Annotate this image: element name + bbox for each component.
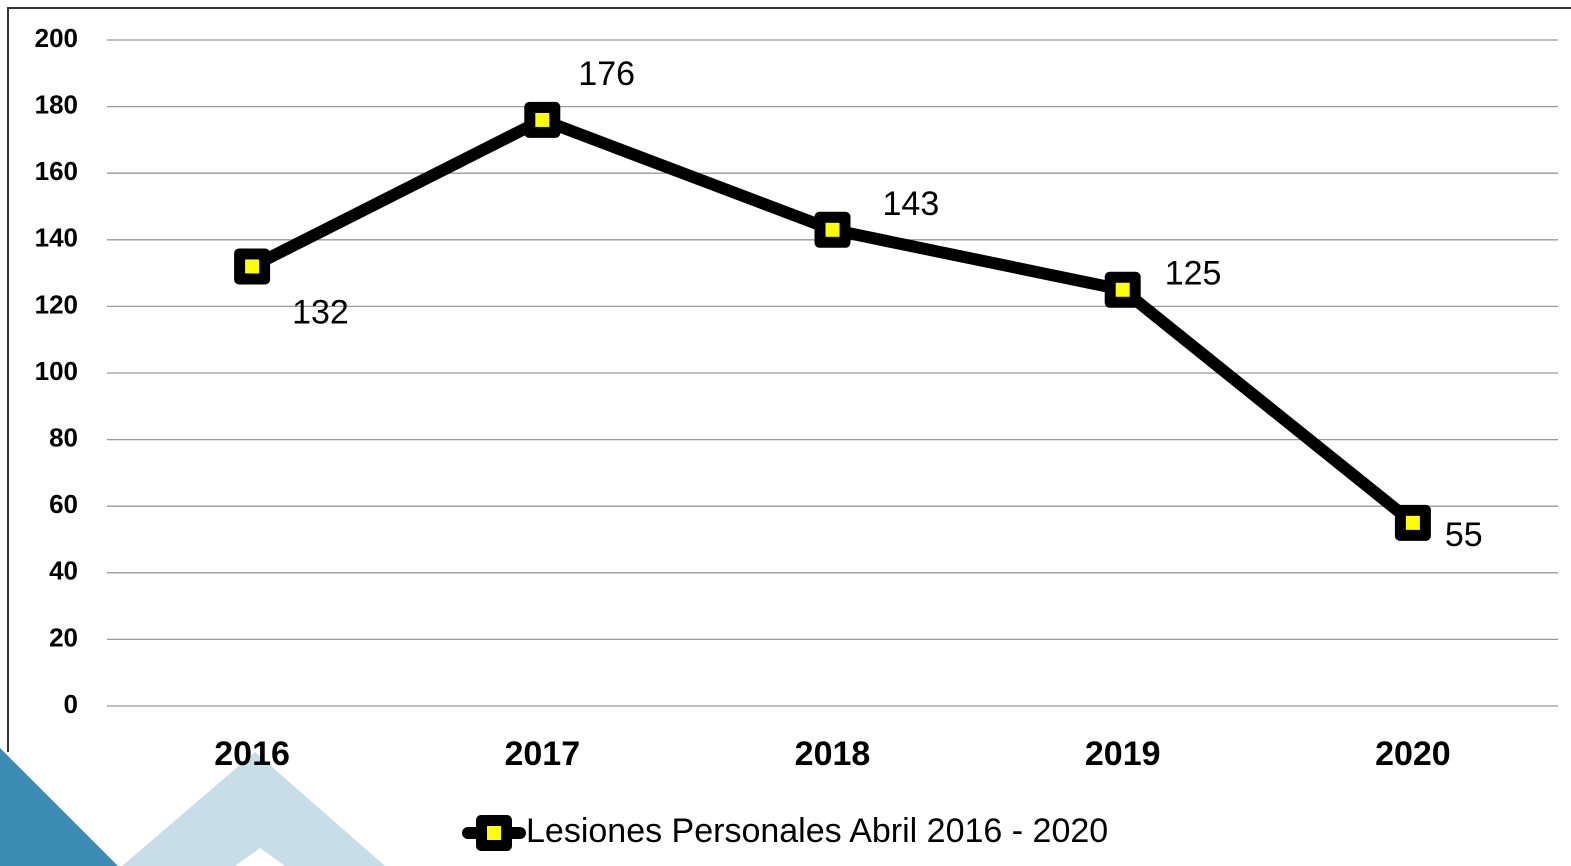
marker — [1394, 504, 1431, 541]
x-tick-label: 2016 — [214, 735, 290, 773]
y-tick-label: 60 — [49, 489, 78, 519]
marker-inner — [1405, 515, 1420, 530]
y-tick-label: 120 — [35, 289, 78, 319]
decoration — [235, 848, 285, 866]
legend-label: Lesiones Personales Abril 2016 - 2020 — [526, 812, 1108, 850]
legend-marker — [476, 815, 512, 851]
marker-inner — [535, 112, 550, 127]
marker-inner — [487, 826, 501, 840]
y-tick-label: 100 — [35, 356, 78, 386]
x-tick-label: 2020 — [1375, 735, 1451, 773]
x-tick-label: 2018 — [795, 735, 871, 773]
y-tick-label: 180 — [35, 89, 78, 119]
x-tick-label: 2019 — [1085, 735, 1161, 773]
chart-border — [7, 7, 1571, 752]
marker — [524, 101, 561, 138]
y-tick-label: 140 — [35, 223, 78, 253]
y-tick-label: 200 — [35, 23, 78, 53]
decoration — [0, 748, 118, 866]
y-tick-label: 0 — [64, 689, 78, 719]
value-label: 132 — [292, 293, 349, 331]
plot-area: 0 20 40 60 80 100 120 140 160 180 200 2016 2017 2018 2… — [35, 23, 1558, 851]
value-label: 125 — [1165, 255, 1222, 293]
value-label: 55 — [1445, 516, 1483, 554]
series-line — [249, 113, 1417, 528]
decoration — [122, 752, 385, 866]
y-tick-label: 40 — [49, 556, 78, 586]
y-tick-label: 80 — [49, 422, 78, 452]
marker — [234, 248, 271, 285]
marker-inner — [1115, 282, 1130, 297]
marker-inner — [245, 259, 260, 274]
marker-inner — [825, 222, 840, 237]
x-tick-label: 2017 — [504, 735, 580, 773]
marker — [814, 211, 851, 248]
y-tick-label: 160 — [35, 156, 78, 186]
y-tick-label: 20 — [49, 622, 78, 652]
marker — [1104, 271, 1141, 308]
value-label: 176 — [578, 55, 635, 93]
value-label: 143 — [883, 185, 940, 223]
